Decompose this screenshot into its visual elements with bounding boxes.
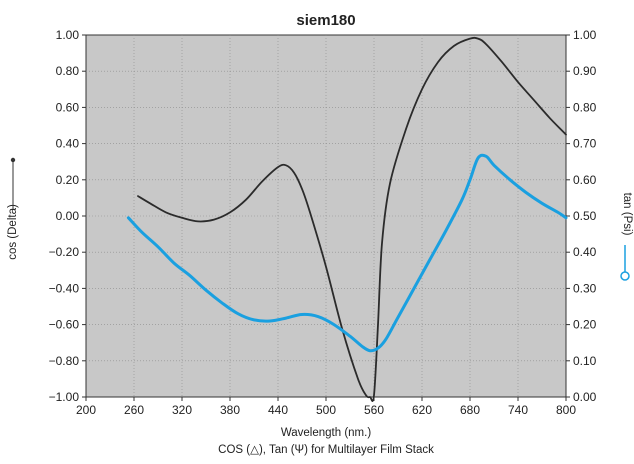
left-legend-marker [10, 157, 16, 163]
x-tick-label: 200 [76, 403, 96, 417]
x-tick-label: 320 [172, 403, 192, 417]
y-left-tick-label: −0.80 [49, 354, 80, 368]
x-tick-label: 620 [412, 403, 432, 417]
y-right-tick-label: 0.10 [573, 354, 597, 368]
grid-lines [86, 35, 566, 397]
y-right-tick-label: 0.50 [573, 209, 597, 223]
x-tick-label: 680 [460, 403, 480, 417]
x-tick-label: 380 [220, 403, 240, 417]
y-left-axis-title: cos (Delta) [7, 204, 19, 260]
x-tick-label: 260 [124, 403, 144, 417]
y-right-tick-label: 0.90 [573, 64, 597, 78]
y-left-tick-label: 0.40 [56, 137, 80, 151]
y-right-tick-label: 0.00 [573, 390, 597, 404]
x-tick-label: 740 [508, 403, 528, 417]
y-right-tick-label: 1.00 [573, 28, 597, 42]
y-left-tick-label: −0.40 [49, 281, 80, 295]
x-axis-title: Wavelength (nm.) [281, 427, 371, 439]
right-legend-marker [620, 271, 630, 281]
y-left-tick-label: 0.20 [56, 173, 80, 187]
chart-title: siem180 [296, 12, 355, 29]
y-right-tick-label: 0.40 [573, 245, 597, 259]
x-tick-label: 500 [316, 403, 336, 417]
y-left-tick-label: 1.00 [56, 28, 80, 42]
y-right-tick-label: 0.20 [573, 318, 597, 332]
y-left-tick-label: −0.60 [49, 318, 80, 332]
tan-psi-series-line [126, 153, 568, 353]
chart-caption: COS (△), Tan (Ψ) for Multilayer Film Sta… [218, 444, 434, 456]
x-tick-label: 560 [364, 403, 384, 417]
x-tick-label: 800 [556, 403, 576, 417]
y-right-tick-label: 0.60 [573, 173, 597, 187]
y-left-tick-label: −1.00 [49, 390, 80, 404]
y-right-tick-label: 0.30 [573, 281, 597, 295]
y-right-axis-title: tan (Psi) [621, 193, 633, 236]
y-left-tick-label: −0.20 [49, 245, 80, 259]
y-left-tick-label: 0.00 [56, 209, 80, 223]
y-left-tick-label: 0.80 [56, 64, 80, 78]
y-right-tick-label: 0.80 [573, 100, 597, 114]
cos-delta-series-line [137, 36, 567, 402]
series-group [126, 36, 568, 402]
y-right-tick-label: 0.70 [573, 137, 597, 151]
y-left-tick-label: 0.60 [56, 100, 80, 114]
axis-ticks: 200 260 320 380 440 500 560 620 680 740 800 1.00 0.8… [49, 28, 597, 417]
x-tick-label: 440 [268, 403, 288, 417]
